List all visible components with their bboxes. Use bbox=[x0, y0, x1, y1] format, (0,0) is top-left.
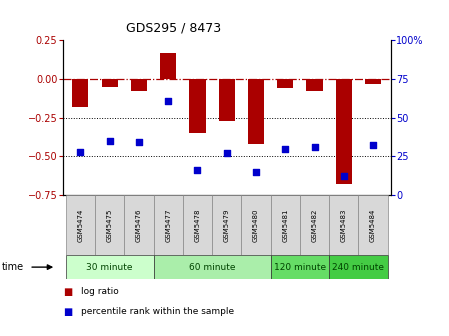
Point bbox=[311, 144, 318, 150]
Bar bbox=[154, 255, 271, 279]
Bar bbox=[66, 195, 95, 255]
Text: GSM5475: GSM5475 bbox=[107, 208, 113, 242]
Bar bbox=[101, 79, 118, 87]
Bar bbox=[66, 255, 154, 279]
Text: GSM5479: GSM5479 bbox=[224, 208, 230, 242]
Text: 60 minute: 60 minute bbox=[189, 263, 235, 271]
Text: ■: ■ bbox=[63, 287, 72, 297]
Bar bbox=[212, 195, 242, 255]
Bar bbox=[271, 255, 329, 279]
Text: GSM5483: GSM5483 bbox=[341, 208, 347, 242]
Bar bbox=[189, 79, 206, 133]
Bar bbox=[160, 53, 176, 79]
Bar bbox=[329, 255, 387, 279]
Point bbox=[223, 151, 230, 156]
Bar bbox=[358, 195, 387, 255]
Text: GSM5477: GSM5477 bbox=[165, 208, 171, 242]
Point bbox=[282, 146, 289, 151]
Point bbox=[370, 143, 377, 148]
Bar bbox=[72, 79, 88, 107]
Bar bbox=[131, 79, 147, 91]
Point bbox=[106, 138, 113, 143]
Text: ■: ■ bbox=[63, 307, 72, 318]
Point bbox=[77, 149, 84, 154]
Text: 30 minute: 30 minute bbox=[87, 263, 133, 271]
Bar bbox=[271, 195, 300, 255]
Bar bbox=[183, 195, 212, 255]
Bar bbox=[365, 79, 381, 84]
Text: GSM5476: GSM5476 bbox=[136, 208, 142, 242]
Text: GSM5480: GSM5480 bbox=[253, 208, 259, 242]
Bar bbox=[124, 195, 154, 255]
Point bbox=[194, 167, 201, 173]
Text: GDS295 / 8473: GDS295 / 8473 bbox=[126, 22, 221, 35]
Bar bbox=[219, 79, 235, 121]
Text: GSM5484: GSM5484 bbox=[370, 208, 376, 242]
Text: GSM5482: GSM5482 bbox=[312, 208, 317, 242]
Text: log ratio: log ratio bbox=[81, 287, 119, 296]
Text: percentile rank within the sample: percentile rank within the sample bbox=[81, 307, 234, 317]
Text: GSM5481: GSM5481 bbox=[282, 208, 288, 242]
Point bbox=[135, 140, 142, 145]
Bar bbox=[336, 79, 352, 184]
Point bbox=[252, 169, 260, 174]
Bar bbox=[277, 79, 293, 88]
Point bbox=[165, 98, 172, 103]
Bar bbox=[154, 195, 183, 255]
Bar bbox=[329, 195, 358, 255]
Point bbox=[340, 174, 348, 179]
Bar bbox=[248, 79, 264, 144]
Bar bbox=[300, 195, 329, 255]
Text: 240 minute: 240 minute bbox=[332, 263, 384, 271]
Text: GSM5478: GSM5478 bbox=[194, 208, 201, 242]
Text: time: time bbox=[2, 262, 24, 272]
Bar bbox=[242, 195, 271, 255]
Bar bbox=[95, 195, 124, 255]
Text: 120 minute: 120 minute bbox=[274, 263, 326, 271]
Text: GSM5474: GSM5474 bbox=[77, 208, 84, 242]
Bar bbox=[307, 79, 322, 91]
